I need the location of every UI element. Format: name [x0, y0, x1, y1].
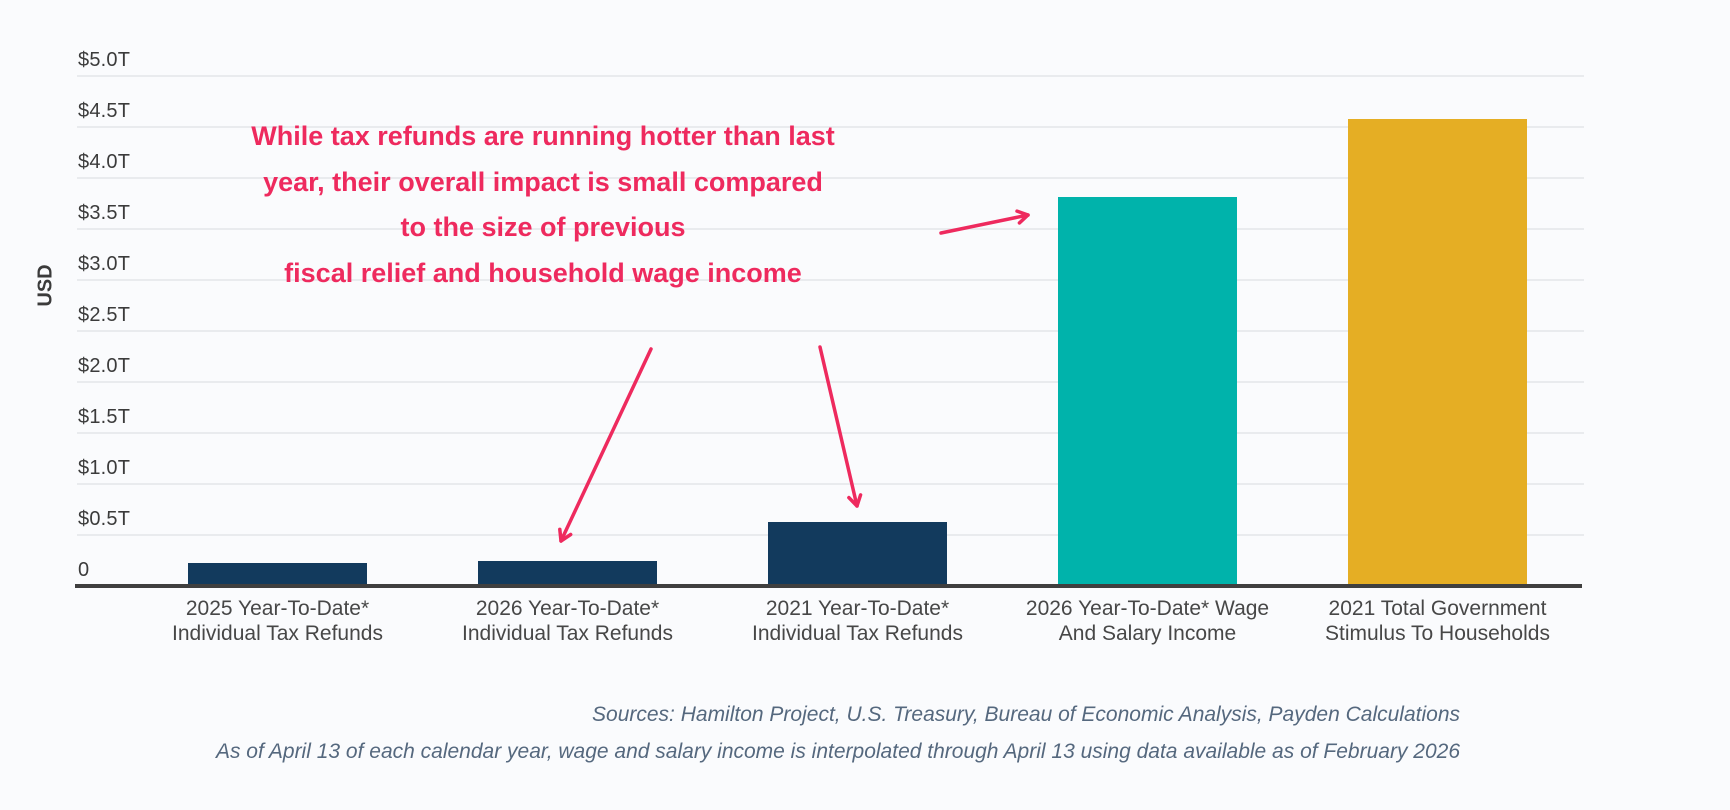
y-tick-label: $1.0T	[78, 456, 131, 479]
y-tick-label: 0	[78, 558, 90, 581]
category-label: 2025 Year-To-Date* Individual Tax Refund…	[172, 597, 383, 645]
arrow-to-2026-refunds-bar	[558, 347, 653, 543]
gridline	[77, 125, 1584, 128]
category-label: 2021 Year-To-Date* Individual Tax Refund…	[752, 597, 963, 645]
y-tick-label: $2.5T	[78, 303, 131, 326]
gridline	[77, 329, 1584, 332]
y-tick-label: $3.5T	[78, 201, 131, 224]
gridline	[77, 74, 1584, 77]
y-tick-label: $4.5T	[78, 99, 131, 122]
y-tick-label: $2.0T	[78, 354, 131, 377]
y-tick-label: $3.0T	[78, 252, 131, 275]
annotation-line: While tax refunds are running hotter tha…	[251, 121, 835, 151]
sources-line: Sources: Hamilton Project, U.S. Treasury…	[592, 703, 1460, 726]
y-tick-label: $0.5T	[78, 507, 131, 530]
category-label: 2026 Year-To-Date* Wage And Salary Incom…	[1025, 597, 1270, 645]
annotation-line: to the size of previous	[400, 212, 686, 242]
category-label: 2021 Total Government Stimulus To Househ…	[1325, 597, 1550, 645]
y-tick-label: $1.5T	[78, 405, 131, 428]
y-tick-label: $4.0T	[78, 150, 131, 173]
gridline	[77, 176, 1584, 179]
bar-2026-year-to-date-wage	[1058, 196, 1237, 586]
bar-2021-year-to-date-	[768, 522, 947, 586]
bar-2025-year-to-date-	[188, 563, 367, 586]
y-tick-label: $5.0T	[78, 48, 131, 71]
annotation-text: While tax refunds are running hotter tha…	[228, 114, 858, 296]
category-label: 2026 Year-To-Date* Individual Tax Refund…	[462, 597, 673, 645]
gridline	[77, 278, 1584, 281]
methodology-line: As of April 13 of each calendar year, wa…	[215, 740, 1460, 763]
bar-2026-year-to-date-	[478, 561, 657, 586]
x-axis-line	[75, 584, 1582, 588]
arrow-to-wage-income-bar	[939, 209, 1030, 235]
bar-2021-total-government	[1348, 119, 1527, 586]
annotation-line: fiscal relief and household wage income	[284, 257, 802, 288]
gridline	[77, 227, 1584, 230]
annotation-line: year, their overall impact is small comp…	[263, 166, 823, 197]
y-axis-title: USD	[34, 264, 57, 307]
source-notes: Sources: Hamilton Project, U.S. Treasury…	[160, 696, 1460, 770]
